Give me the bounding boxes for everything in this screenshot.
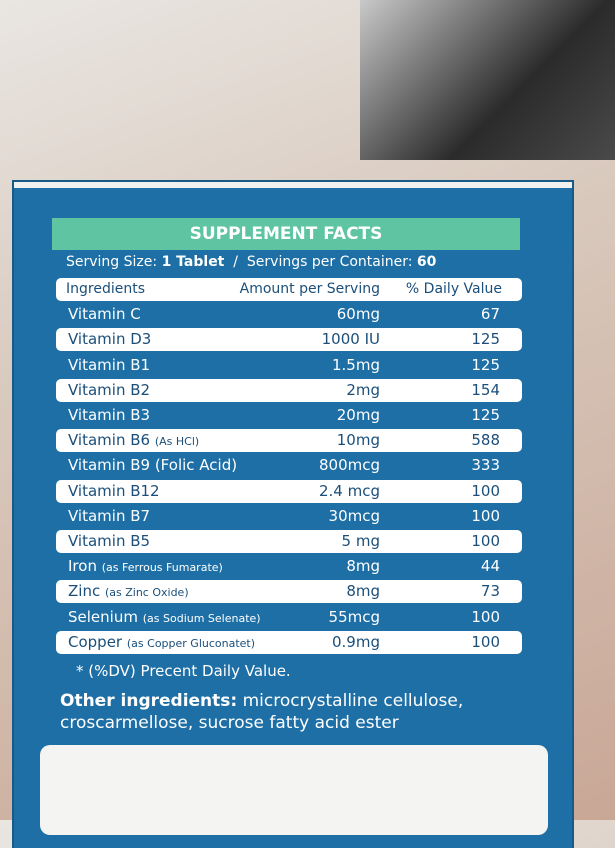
ingredient-name: Vitamin B1 [68,355,151,374]
ingredient: Vitamin B1 [68,354,150,377]
servings-label: Servings per Container: [246,254,413,270]
facts-row: Vitamin B7 30mcg 100 [56,505,522,528]
column-header: Amount per Serving [239,281,380,297]
ingredient: Vitamin B5 [68,530,150,553]
ingredient-name: Selenium [68,607,138,626]
header-row: Ingredients Amount per Serving % Daily Val… [56,278,522,301]
ingredient: Zinc (as Zinc Oxide) [68,580,189,604]
ingredient-name: Vitamin B2 [68,380,151,399]
ingredient-name: Zinc [68,582,101,601]
facts-row: Vitamin B12 2.4 mcg 100 [56,479,522,503]
ingredient: Selenium (as Sodium Selenate) [68,606,261,630]
daily-value: 67 [480,305,500,324]
amount: 8mg [346,582,380,601]
ingredient-name: Vitamin B3 [68,406,151,424]
daily-value: 100 [471,532,500,550]
amount: 55mcg [328,607,380,626]
ingredient-name: Vitamin B7 [68,506,151,525]
daily-value: 125 [471,355,500,374]
amount: 20mg [336,406,380,424]
background-object [360,0,615,160]
ingredient-name: Vitamin B5 [68,532,151,550]
ingredient-name: Iron [68,557,97,576]
serving-size: 1 Tablet [161,254,225,270]
facts-row: Vitamin B1 1.5mg 125 [56,354,522,377]
ingredient: Vitamin B2 [68,379,150,402]
amount: 2.4 mcg [318,481,380,500]
ingredient-name: Vitamin B12 [68,481,160,500]
servings: 60 [416,254,437,270]
ingredient: Vitamin B3 [68,404,150,427]
facts-row: Vitamin B9 (Folic Acid) 800mcg 333 [56,454,522,477]
other-ingredients: Other ingredients: microcrystalline cell… [60,690,540,734]
ingredient-name: Vitamin D3 [68,330,152,349]
serving-line: Serving Size: 1 Tablet / Servings per Co… [66,254,516,270]
facts-row: Vitamin B2 2mg 154 [56,378,522,402]
facts-row: Copper (as Copper Gluconatet) 0.9mg 100 [56,630,522,655]
ingredient-note: (as Sodium Selenate) [142,611,261,625]
amount: 5 mg [341,532,380,550]
other-label: Other ingredients: [60,691,238,711]
amount: 1.5mg [332,355,380,374]
footnote: * (%DV) Precent Daily Value. [76,662,291,680]
daily-value: 333 [471,456,500,475]
amount: 30mcg [328,506,380,525]
ingredient-name: Copper [68,632,123,651]
facts-row: Vitamin B5 5 mg 100 [56,530,522,553]
amount: 10mg [336,431,380,450]
ingredient-name: Vitamin B6 [68,431,151,450]
facts-row: Vitamin C 60mg 67 [56,303,522,326]
facts-row: Vitamin B6 (As HCl) 10mg 588 [56,429,522,453]
amount: 1000 IU [321,330,380,349]
title: SUPPLEMENT FACTS [52,218,520,250]
amount: 800mcg [318,456,380,475]
daily-value: 100 [471,607,500,626]
ingredient-name: Vitamin C [68,305,141,324]
daily-value: 100 [471,481,500,500]
ingredient-note: (as Zinc Oxide) [104,586,189,600]
ingredient: Iron (as Ferrous Fumarate) [68,555,223,579]
daily-value: 100 [471,506,500,525]
ingredient-note: (as Ferrous Fumarate) [101,561,223,575]
separator: / [233,254,239,270]
facts-row: Vitamin B3 20mg 125 [56,404,522,427]
ingredient: Vitamin C [68,303,141,326]
ingredient: Vitamin B7 [68,505,150,528]
facts-row: Iron (as Ferrous Fumarate) 8mg 44 [56,555,522,578]
ingredient: Vitamin B12 [68,480,160,503]
facts-row: Zinc (as Zinc Oxide) 8mg 73 [56,580,522,604]
facts-row: Selenium (as Sodium Selenate) 55mcg 100 [56,606,522,629]
column-header: % Daily Value [405,281,502,297]
amount: 2mg [346,380,380,399]
daily-value: 100 [471,632,500,651]
facts-row: Vitamin D3 1000 IU 125 [56,328,522,352]
ingredient-name: Vitamin B9 (Folic Acid) [68,456,238,475]
amount: 8mg [346,557,380,576]
other-text: microcrystalline cellulose, croscarmello… [60,691,464,733]
ingredient: Copper (as Copper Gluconatet) [68,631,255,655]
ingredient-note: (As HCl) [154,435,200,449]
column-header: Ingredients [66,281,145,297]
daily-value: 588 [471,431,500,450]
daily-value: 125 [471,406,500,424]
daily-value: 73 [480,582,500,601]
ingredient: Vitamin B9 (Folic Acid) [68,454,237,477]
amount: 0.9mg [332,632,380,651]
amount: 60mg [336,305,380,324]
ingredient-note: (as Copper Gluconatet) [126,636,256,650]
daily-value: 154 [471,380,500,399]
ingredient: Vitamin D3 [68,328,151,351]
daily-value: 125 [471,330,500,349]
serving-size-label: Serving Size: [66,254,158,270]
ingredient: Vitamin B6 (As HCl) [68,429,199,453]
barcode-panel [40,745,548,835]
daily-value: 44 [480,557,500,576]
